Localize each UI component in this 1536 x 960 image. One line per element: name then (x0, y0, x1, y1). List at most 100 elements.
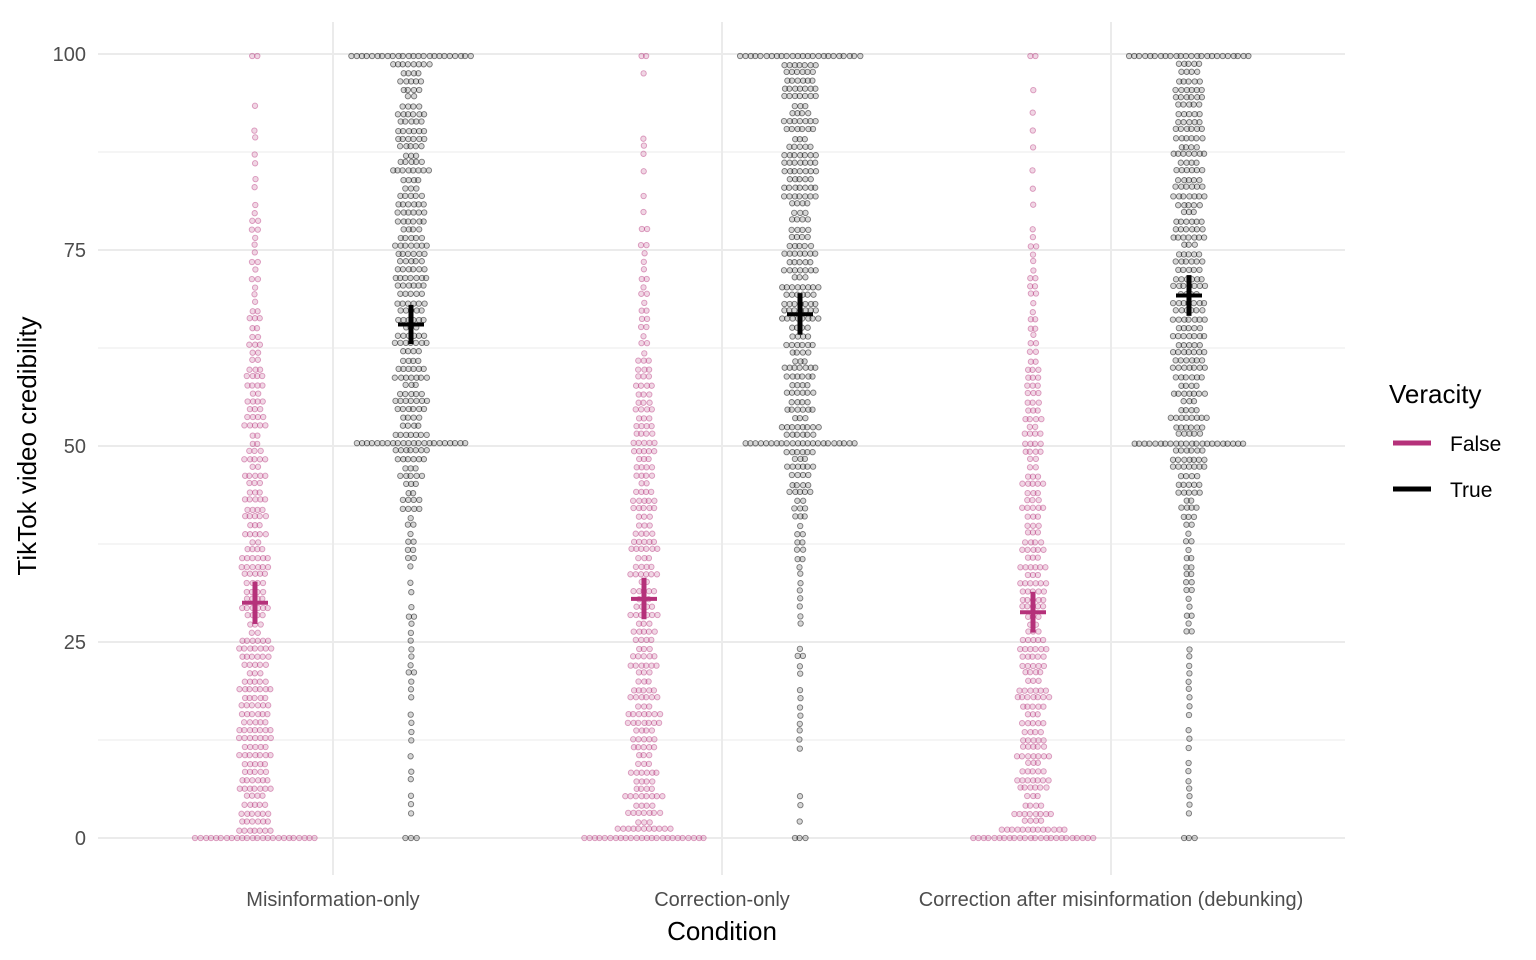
point-true (1180, 251, 1188, 258)
point-false (257, 768, 264, 776)
point-false (249, 413, 257, 421)
point-false (249, 52, 256, 60)
point-true (1142, 52, 1149, 60)
point-false (1037, 440, 1044, 447)
point-true (796, 745, 803, 752)
point-true (807, 62, 814, 69)
point-false (1025, 677, 1032, 684)
point-false (1024, 792, 1031, 800)
point-true (407, 290, 414, 297)
point-true (1182, 52, 1190, 60)
point-true (1175, 390, 1182, 397)
point-false (1029, 777, 1037, 784)
point-false (1035, 366, 1042, 373)
point-true (799, 440, 806, 447)
point-true (802, 834, 809, 842)
point-true (812, 184, 819, 191)
point-false (630, 687, 638, 694)
y-tick-label-75: 75 (64, 240, 86, 262)
point-true (1173, 52, 1180, 60)
point-false (1034, 382, 1041, 389)
point-true (1219, 52, 1226, 60)
point-true (399, 135, 406, 143)
point-true (1191, 834, 1198, 842)
point-false (254, 810, 261, 817)
point-false (641, 350, 648, 357)
point-false (254, 382, 261, 389)
point-true (809, 424, 817, 431)
point-false (256, 661, 264, 668)
point-true (802, 176, 809, 183)
point-true (791, 242, 799, 250)
point-false (235, 734, 243, 742)
point-false (1031, 539, 1039, 546)
point-true (1196, 110, 1203, 118)
point-false (643, 778, 650, 785)
point-true (412, 143, 419, 150)
point-false (1008, 826, 1016, 833)
point-true (394, 111, 402, 118)
point-true (1193, 258, 1200, 265)
point-false (251, 160, 259, 167)
point-false (630, 439, 637, 447)
point-false (1021, 784, 1028, 791)
point-false (1034, 693, 1041, 701)
point-false (255, 539, 262, 546)
point-true (425, 167, 433, 174)
point-false (635, 825, 642, 832)
point-false (648, 603, 656, 610)
point-false (635, 373, 642, 380)
point-true (407, 662, 414, 669)
point-true (1196, 282, 1203, 290)
point-false (1040, 826, 1047, 833)
point-false (646, 703, 653, 710)
point-false (1019, 662, 1026, 670)
point-true (1181, 390, 1188, 397)
point-false (633, 834, 640, 842)
point-false (635, 415, 643, 422)
point-true (418, 339, 426, 347)
point-true (422, 274, 430, 282)
point-true (784, 424, 791, 431)
point-true (402, 390, 409, 398)
point-true (812, 193, 819, 200)
point-true (405, 52, 412, 60)
point-false (640, 620, 647, 627)
point-true (1182, 538, 1190, 545)
point-false (640, 70, 647, 77)
point-true (1183, 504, 1191, 511)
point-false (252, 734, 259, 742)
point-false (617, 834, 624, 842)
point-true (1185, 234, 1192, 241)
point-false (252, 496, 259, 503)
point-true (1175, 119, 1182, 126)
point-true (1198, 125, 1205, 133)
point-true (1185, 530, 1192, 537)
point-true (805, 482, 812, 489)
point-true (410, 135, 417, 143)
point-false (1039, 480, 1047, 487)
point-true (1186, 398, 1193, 405)
point-true (781, 159, 788, 166)
point-true (809, 315, 816, 322)
point-false (1032, 669, 1040, 676)
point-true (395, 127, 402, 135)
point-true (786, 259, 793, 266)
point-false (246, 678, 254, 685)
point-true (791, 209, 798, 217)
point-false (244, 810, 251, 817)
point-true (1188, 125, 1195, 133)
point-false (648, 785, 655, 792)
point-false (268, 645, 275, 652)
point-true (408, 620, 415, 627)
point-false (1014, 777, 1021, 784)
point-false (1030, 407, 1037, 414)
point-true (791, 143, 798, 150)
point-false (1035, 389, 1042, 397)
point-true (791, 92, 799, 100)
point-true (809, 52, 816, 60)
point-true (407, 472, 414, 480)
point-false (648, 694, 656, 701)
point-true (394, 218, 402, 225)
point-true (778, 424, 786, 431)
